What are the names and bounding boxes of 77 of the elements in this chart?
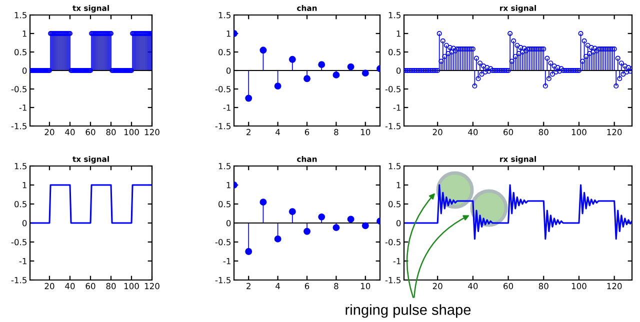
x-tick-label: 2: [246, 282, 250, 290]
y-tick-label: 0: [226, 220, 231, 226]
x-tick-label: 60: [504, 282, 514, 290]
x-tick-label: 40: [468, 282, 478, 290]
x-tick-label: 2: [246, 128, 250, 136]
y-tick-label: 0: [396, 67, 401, 74]
y-tick-label: 1: [396, 182, 400, 188]
x-tick-label: 100: [124, 282, 139, 290]
y-tick-label: 0: [22, 220, 27, 226]
x-tick-label: 20: [432, 128, 442, 136]
y-tick-label: -1: [19, 104, 26, 111]
y-tick-label: -1: [393, 104, 400, 111]
x-tick-label: 8: [334, 128, 338, 136]
x-tick-label: 20: [44, 282, 54, 290]
x-tick-label: 80: [538, 282, 548, 290]
y-tick-label: 1: [396, 30, 400, 37]
x-tick-label: 100: [572, 282, 586, 290]
y-tick-label: 1: [22, 182, 26, 188]
x-tick-label: 4: [276, 283, 280, 290]
x-tick-label: 60: [504, 128, 514, 136]
y-tick-label: 0: [22, 67, 27, 74]
y-tick-label: -1: [393, 258, 400, 264]
y-tick-label: -1.5: [385, 277, 400, 284]
y-tick-label: 0.5: [388, 48, 400, 56]
y-tick-label: -0.5: [11, 86, 26, 92]
x-tick-label: 40: [65, 128, 75, 136]
x-tick-label: 4: [276, 129, 280, 136]
y-tick-label: 0: [396, 220, 401, 226]
y-tick-label: 1: [22, 30, 26, 37]
y-tick-label: 1.5: [14, 12, 26, 18]
y-tick-label: -1: [223, 258, 230, 264]
y-tick-label: -0.5: [385, 238, 400, 246]
y-tick-label: 1.5: [388, 163, 400, 170]
text: ringing pulse shape: [346, 304, 471, 318]
x-tick-label: 120: [607, 128, 622, 136]
x-tick-label: 100: [572, 128, 586, 136]
y-tick-label: -0.5: [11, 238, 26, 246]
x-tick-label: 6: [304, 282, 310, 290]
x-tick-label: 100: [124, 128, 139, 136]
y-tick-label: -0.5: [215, 86, 230, 92]
x-tick-label: 120: [607, 282, 622, 290]
y-tick-label: -1.5: [11, 277, 26, 284]
x-tick-label: 60: [86, 282, 96, 290]
x-tick-label: 40: [468, 128, 478, 136]
x-tick-label: 40: [65, 282, 75, 290]
x-tick-label: 8: [334, 282, 338, 290]
y-tick-label: 0.5: [218, 48, 230, 56]
y-tick-label: -1.5: [215, 277, 230, 284]
y-tick-label: 1.5: [218, 12, 230, 18]
y-tick-label: -1.5: [11, 123, 26, 130]
y-tick-label: 1: [226, 30, 230, 37]
y-tick-label: 1: [226, 182, 230, 188]
x-tick-label: 6: [304, 128, 310, 136]
y-tick-label: 0.5: [14, 48, 26, 56]
y-tick-label: -1: [223, 104, 230, 111]
x-tick-label: 20: [432, 282, 442, 290]
y-tick-label: 0.5: [388, 200, 400, 208]
x-tick-label: 20: [44, 128, 54, 136]
x-tick-label: 60: [86, 128, 96, 136]
x-tick-label: 80: [538, 128, 548, 136]
y-tick-label: 1.5: [218, 163, 230, 170]
y-tick-label: 1.5: [388, 12, 400, 18]
y-tick-label: -0.5: [385, 86, 400, 92]
y-tick-label: 0.5: [14, 200, 26, 208]
x-tick-label: 120: [144, 282, 160, 290]
x-tick-label: 10: [361, 128, 370, 136]
y-tick-label: 0: [226, 67, 231, 74]
x-tick-label: 120: [144, 128, 160, 136]
y-tick-label: 1.5: [14, 163, 26, 170]
y-tick-label: -1: [19, 258, 26, 264]
y-tick-label: -1.5: [385, 123, 400, 130]
x-tick-label: 80: [106, 282, 116, 290]
x-tick-label: 80: [106, 128, 116, 136]
y-tick-label: 0.5: [218, 200, 230, 208]
y-tick-label: -0.5: [215, 238, 230, 246]
x-tick-label: 10: [361, 282, 370, 290]
y-tick-label: -1.5: [215, 123, 230, 130]
